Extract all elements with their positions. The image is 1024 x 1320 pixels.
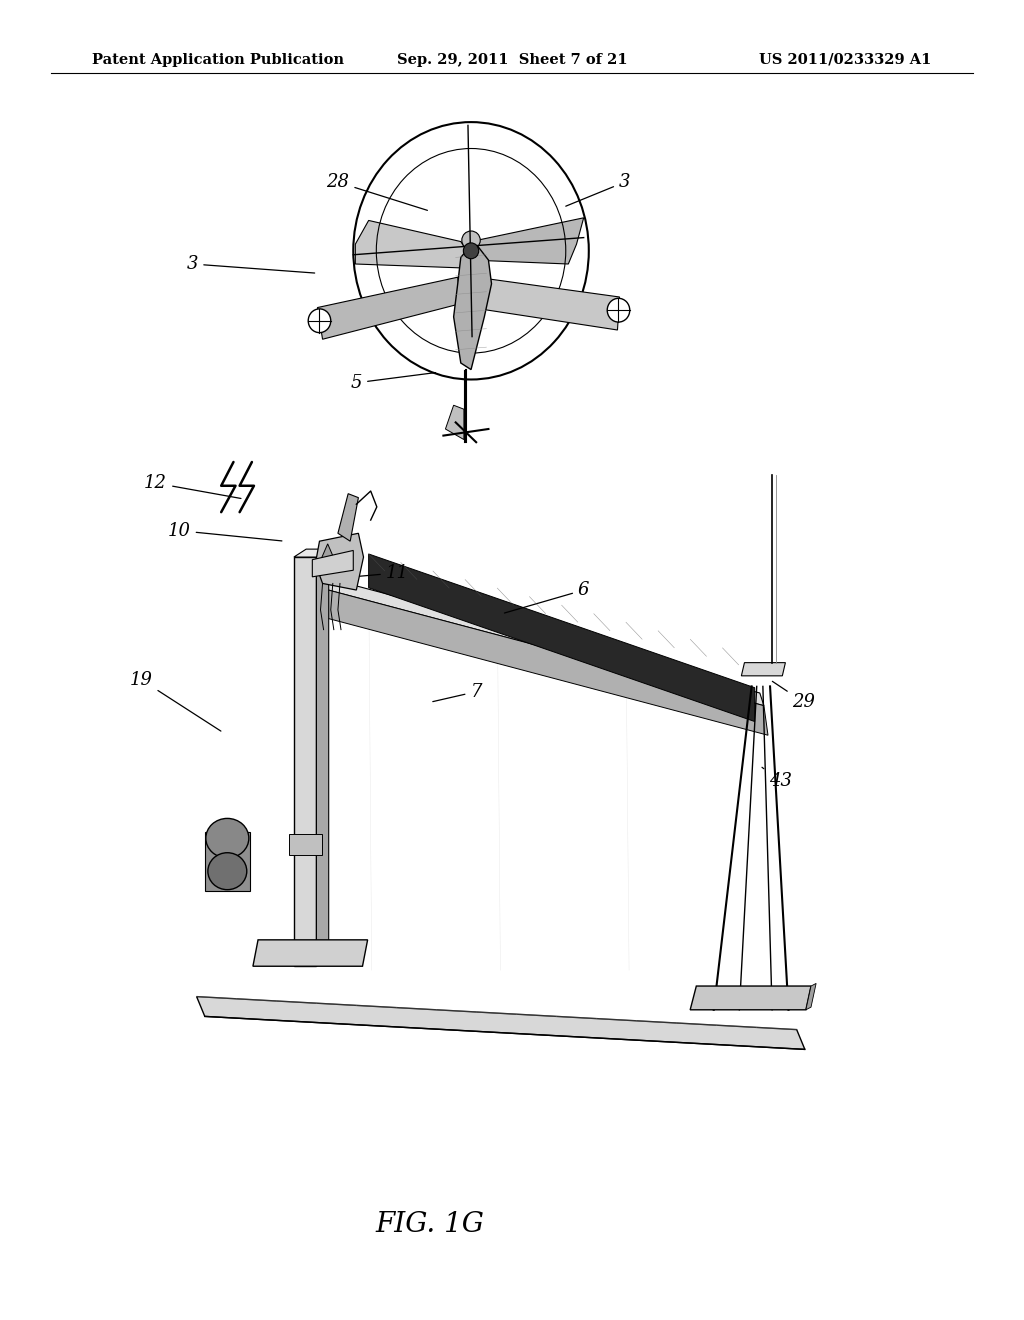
Text: 12: 12 xyxy=(144,474,241,499)
Text: 28: 28 xyxy=(327,173,427,210)
Polygon shape xyxy=(741,663,785,676)
Text: 2: 2 xyxy=(505,298,592,329)
Polygon shape xyxy=(289,834,322,855)
Polygon shape xyxy=(312,574,764,706)
Text: Sep. 29, 2011  Sheet 7 of 21: Sep. 29, 2011 Sheet 7 of 21 xyxy=(396,53,628,67)
Text: 19: 19 xyxy=(130,671,221,731)
Polygon shape xyxy=(369,554,755,722)
Text: 10: 10 xyxy=(168,521,282,541)
Ellipse shape xyxy=(206,818,249,858)
Polygon shape xyxy=(471,218,584,264)
Text: 3: 3 xyxy=(566,173,631,206)
Text: US 2011/0233329 A1: US 2011/0233329 A1 xyxy=(760,53,932,67)
Text: Patent Application Publication: Patent Application Publication xyxy=(92,53,344,67)
Polygon shape xyxy=(445,405,464,440)
Polygon shape xyxy=(454,242,492,370)
Polygon shape xyxy=(316,549,329,966)
Text: FIG. 1G: FIG. 1G xyxy=(376,1212,484,1238)
Ellipse shape xyxy=(462,231,480,249)
Text: 3: 3 xyxy=(186,255,314,273)
Polygon shape xyxy=(205,832,250,891)
Polygon shape xyxy=(338,494,358,541)
Polygon shape xyxy=(471,277,620,330)
Polygon shape xyxy=(690,986,811,1010)
Ellipse shape xyxy=(607,298,630,322)
Polygon shape xyxy=(312,550,353,577)
Text: 5: 5 xyxy=(350,372,435,392)
Text: 11: 11 xyxy=(341,564,409,582)
Text: 43: 43 xyxy=(762,767,792,791)
Ellipse shape xyxy=(208,853,247,890)
Text: 6: 6 xyxy=(505,581,590,612)
Polygon shape xyxy=(315,533,364,590)
Polygon shape xyxy=(294,557,316,966)
Polygon shape xyxy=(806,983,816,1010)
Polygon shape xyxy=(253,940,368,966)
Polygon shape xyxy=(316,587,768,735)
Polygon shape xyxy=(294,549,329,557)
Ellipse shape xyxy=(308,309,331,333)
Polygon shape xyxy=(197,997,805,1049)
Text: 29: 29 xyxy=(772,681,815,711)
Polygon shape xyxy=(317,544,338,568)
Polygon shape xyxy=(317,277,461,339)
Text: 7: 7 xyxy=(433,682,482,702)
Ellipse shape xyxy=(463,243,479,259)
Polygon shape xyxy=(355,220,471,268)
